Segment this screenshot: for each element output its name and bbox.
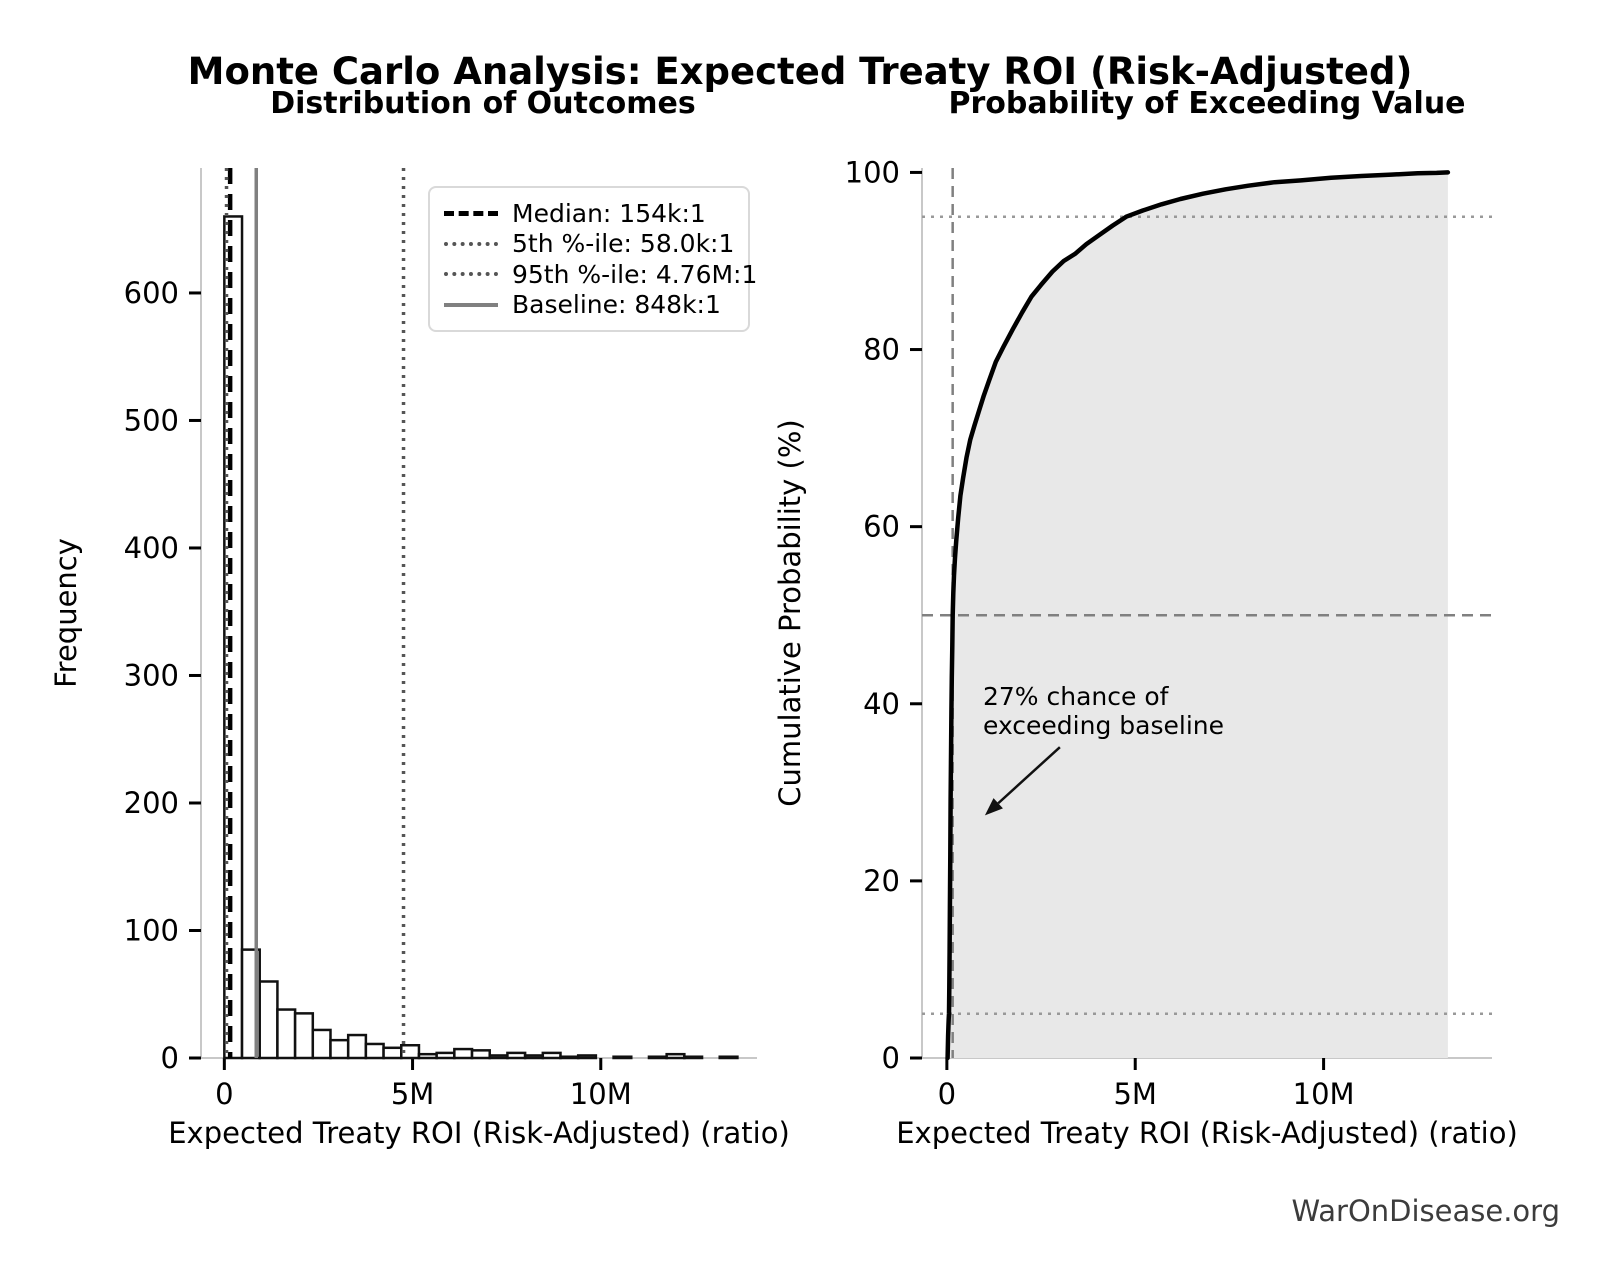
main-title: Monte Carlo Analysis: Expected Treaty RO… bbox=[187, 50, 1413, 93]
histogram-bar bbox=[364, 1042, 385, 1060]
annotation-arrow-head bbox=[984, 798, 1003, 816]
cdf-ytick-label: 60 bbox=[863, 510, 900, 544]
cdf-xtick-label: 10M bbox=[1293, 1077, 1355, 1111]
histogram-bar bbox=[718, 1055, 739, 1060]
histogram-bar bbox=[258, 980, 279, 1060]
histogram-title: Distribution of Outcomes bbox=[270, 86, 696, 121]
cdf-ytick-label: 40 bbox=[863, 687, 900, 721]
cdf-hlines bbox=[922, 215, 1492, 1015]
legend-item: Median: 154k:1 bbox=[444, 199, 734, 228]
annotation-arrow-line bbox=[997, 746, 1061, 805]
histogram-ytick-label: 200 bbox=[124, 786, 179, 820]
legend-item: Baseline: 848k:1 bbox=[444, 290, 734, 319]
cdf-ytick-label: 80 bbox=[863, 333, 900, 367]
histogram-reference-lines bbox=[224, 168, 406, 1058]
histogram-bar bbox=[559, 1055, 580, 1060]
legend-item: 95th %-ile: 4.76M:1 bbox=[444, 260, 757, 289]
legend-item-label: Baseline: 848k:1 bbox=[512, 290, 721, 320]
histogram-ytick-label: 100 bbox=[124, 913, 179, 947]
cdf-axes: 0 5M 10M 0 20 40 60 80 100 bbox=[845, 155, 1492, 1111]
legend-item-label: 95th %-ile: 4.76M:1 bbox=[512, 259, 758, 289]
histogram-xtick-label: 5M bbox=[391, 1077, 434, 1111]
histogram-bar bbox=[523, 1054, 545, 1060]
histogram-bar bbox=[311, 1028, 332, 1060]
histogram-bar bbox=[276, 1008, 297, 1060]
histogram-bar bbox=[293, 1012, 315, 1060]
annotation-text: 27% chance of exceeding baseline bbox=[983, 682, 1224, 740]
histogram-bar bbox=[453, 1047, 474, 1060]
histogram-bar bbox=[647, 1055, 668, 1060]
histogram-ytick-label: 300 bbox=[124, 658, 179, 692]
histogram-xtick-label: 0 bbox=[215, 1077, 233, 1111]
histogram-ytick-label: 500 bbox=[124, 403, 179, 437]
legend-line-swatch bbox=[444, 210, 498, 216]
legend-item: 5th %-ile: 58.0k:1 bbox=[444, 229, 734, 258]
cdf-title: Probability of Exceeding Value bbox=[948, 86, 1466, 121]
histogram-bar bbox=[346, 1033, 368, 1060]
cdf-ylabel: Cumulative Probability (%) bbox=[773, 419, 807, 807]
histogram-bar bbox=[400, 1043, 421, 1060]
histogram-axes: 0 5M 10M 0 100 200 300 400 500 600 bbox=[124, 168, 757, 1111]
histogram-xlabel: Expected Treaty ROI (Risk-Adjusted) (rat… bbox=[168, 1116, 790, 1150]
cdf-curve bbox=[945, 170, 1451, 1061]
histogram-bar bbox=[382, 1046, 403, 1060]
histogram-ylabel: Frequency bbox=[49, 538, 83, 688]
histogram-xtick-label: 10M bbox=[570, 1077, 632, 1111]
histogram-bar bbox=[541, 1051, 562, 1060]
legend: Median: 154k:1 5th %-ile: 58.0k:1 95th %-i… bbox=[428, 186, 757, 332]
cdf-ytick-label: 0 bbox=[882, 1041, 900, 1075]
histogram-bar bbox=[488, 1054, 509, 1060]
cdf-ytick-label: 20 bbox=[863, 864, 900, 898]
histogram-bar bbox=[435, 1051, 456, 1060]
histogram-bar bbox=[683, 1055, 704, 1060]
histogram-ytick-label: 600 bbox=[124, 276, 179, 310]
legend-item-label: Median: 154k:1 bbox=[512, 198, 706, 228]
histogram-bar bbox=[506, 1051, 527, 1060]
cdf-xtick-label: 5M bbox=[1113, 1077, 1156, 1111]
histogram-bar bbox=[665, 1052, 686, 1060]
histogram-bar bbox=[417, 1052, 438, 1060]
histogram-bar bbox=[612, 1055, 633, 1060]
legend-line-swatch bbox=[444, 272, 498, 277]
legend-item-label: 5th %-ile: 58.0k:1 bbox=[512, 229, 735, 259]
annotation-line-1: 27% chance of bbox=[983, 682, 1169, 711]
watermark: WarOnDisease.org bbox=[1291, 1194, 1560, 1228]
histogram-bar bbox=[329, 1038, 350, 1060]
legend-line-swatch bbox=[444, 241, 498, 246]
histogram-bars bbox=[223, 215, 739, 1060]
histogram-ytick-label: 0 bbox=[161, 1041, 179, 1075]
cdf-xtick-label: 0 bbox=[938, 1077, 956, 1111]
histogram-bar bbox=[576, 1054, 598, 1060]
cdf-ytick-label: 100 bbox=[845, 155, 900, 189]
histogram-ytick-label: 400 bbox=[124, 531, 179, 565]
cdf-xlabel: Expected Treaty ROI (Risk-Adjusted) (rat… bbox=[896, 1116, 1518, 1150]
histogram-bar bbox=[470, 1049, 491, 1060]
legend-line-swatch bbox=[444, 302, 498, 307]
annotation-line-2: exceeding baseline bbox=[983, 711, 1224, 740]
